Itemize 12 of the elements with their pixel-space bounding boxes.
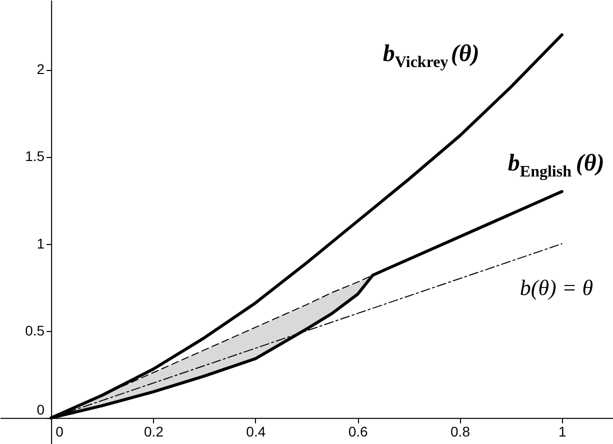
series-label: b(θ) = θ bbox=[520, 274, 594, 300]
x-tick-label: 0.6 bbox=[348, 423, 368, 440]
y-tick-label: 0 bbox=[36, 401, 45, 418]
x-tick-label: 0.8 bbox=[450, 423, 470, 440]
y-tick-label: 1.5 bbox=[25, 148, 45, 164]
x-tick-label: 0 bbox=[56, 423, 64, 440]
y-tick-label: 2 bbox=[36, 61, 45, 78]
y-tick-label: 0.5 bbox=[25, 322, 45, 338]
x-tick-label: 0.2 bbox=[144, 423, 164, 440]
x-tick-label: 0.4 bbox=[246, 423, 266, 440]
x-tick-label: 1 bbox=[558, 423, 567, 440]
y-tick-label: 1 bbox=[36, 235, 45, 252]
